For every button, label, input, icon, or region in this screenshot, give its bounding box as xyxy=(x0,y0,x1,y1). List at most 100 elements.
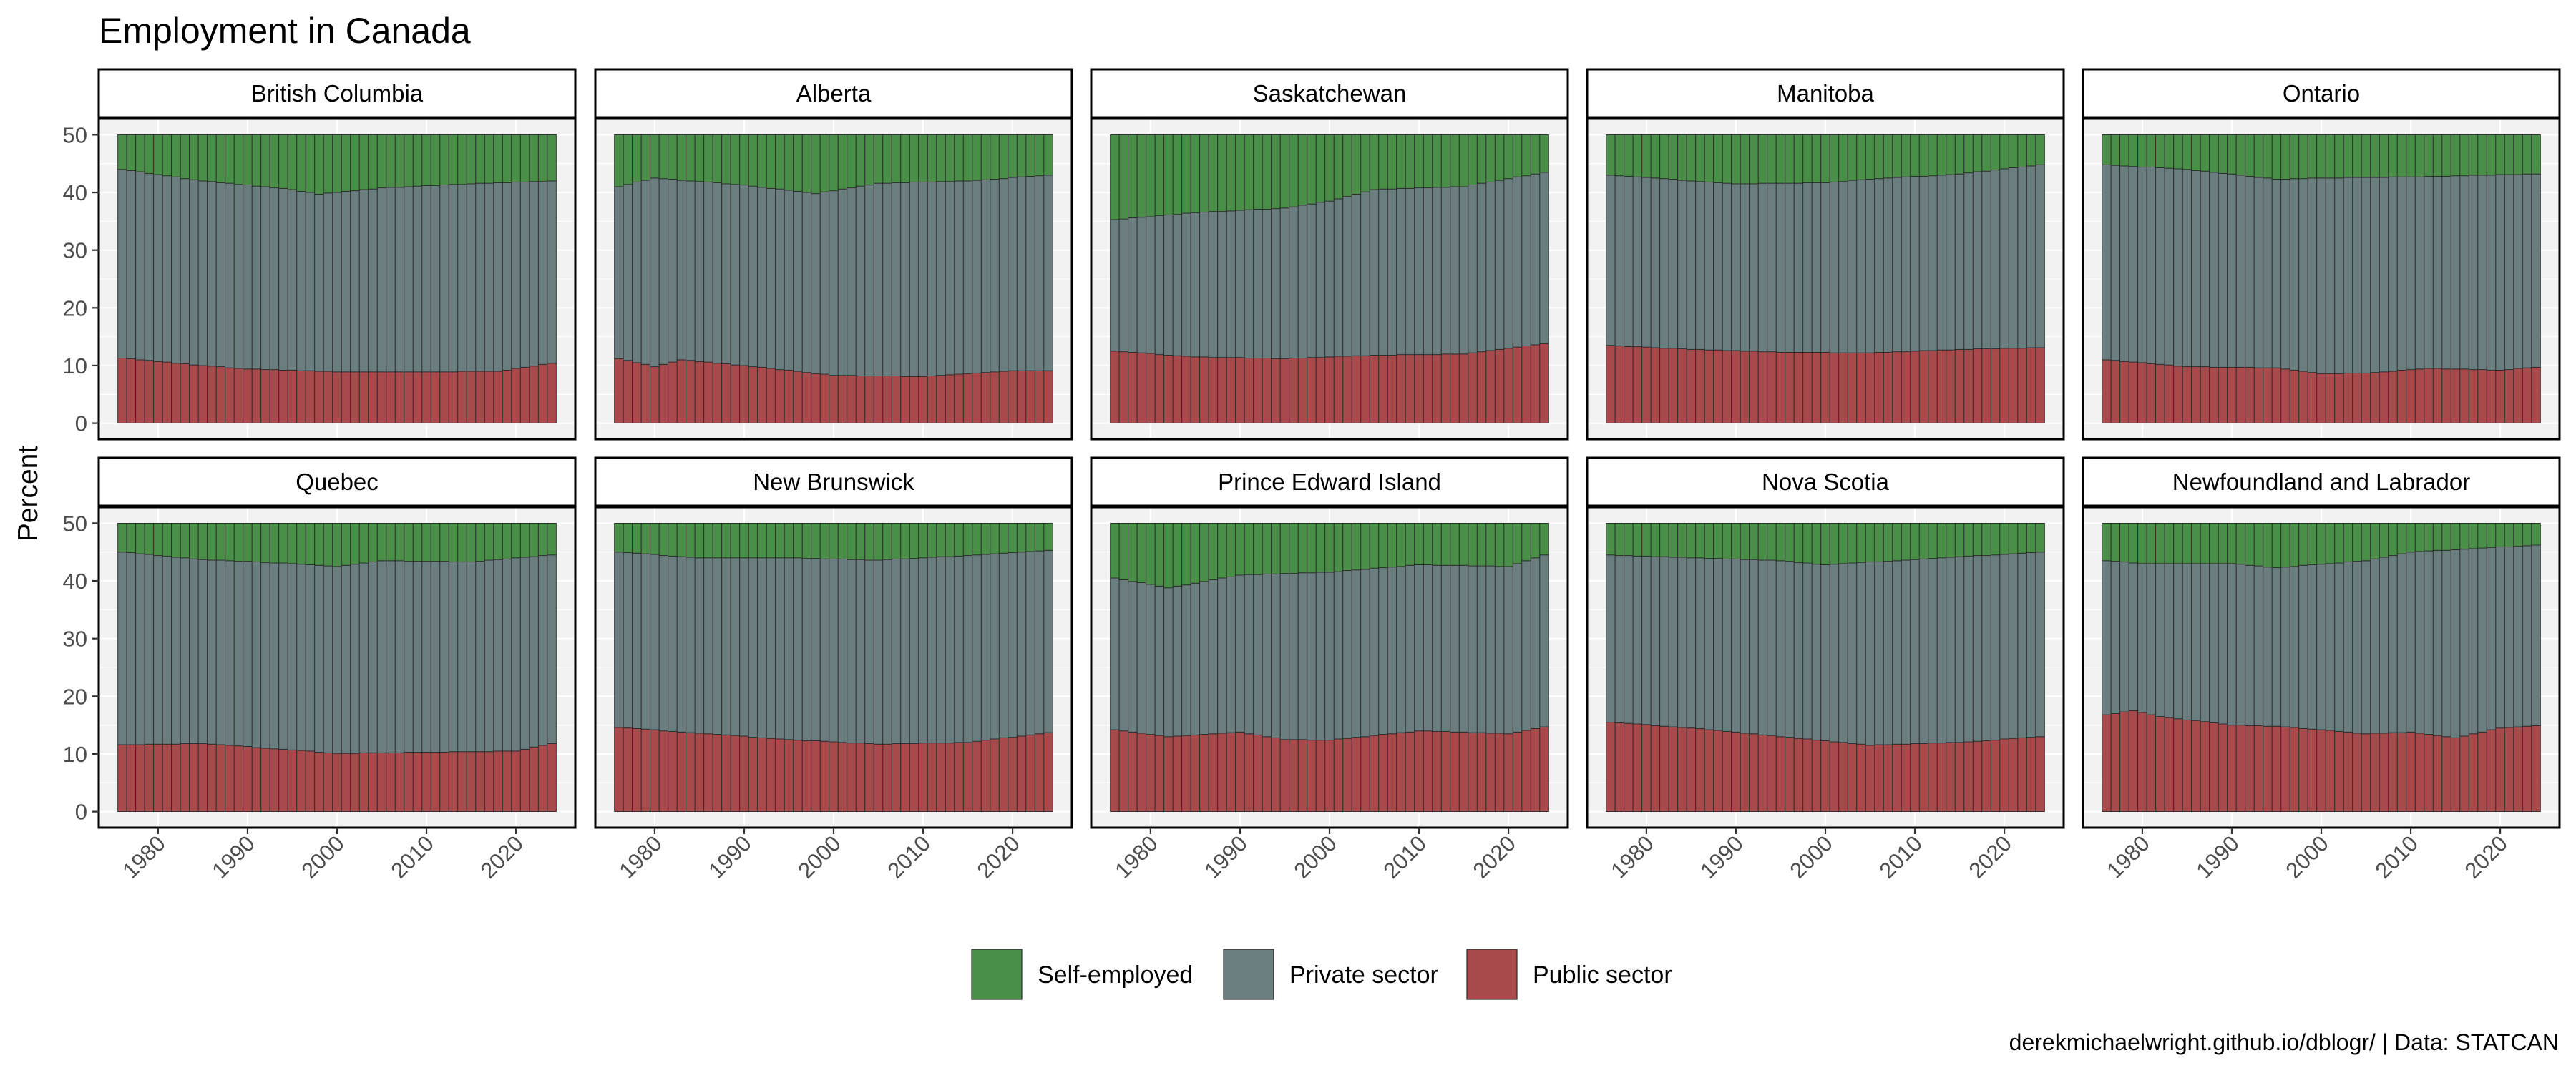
bar-self-employed xyxy=(251,134,262,187)
bar-private-sector xyxy=(1641,177,1652,348)
bar-self-employed xyxy=(412,522,423,562)
bar-self-employed xyxy=(2026,522,2036,553)
facet-strip xyxy=(594,68,1073,119)
bar-private-sector xyxy=(537,181,548,365)
bar-private-sector xyxy=(251,185,262,370)
bar-self-employed xyxy=(1208,522,1219,580)
bar-public-sector xyxy=(766,368,776,424)
bar-private-sector xyxy=(215,182,226,368)
bar-self-employed xyxy=(882,522,892,560)
bar-private-sector xyxy=(1297,205,1308,358)
bar-self-employed xyxy=(1856,134,1866,180)
bar-private-sector xyxy=(1713,558,1723,731)
bar-public-sector xyxy=(287,749,298,813)
bar-public-sector xyxy=(1521,730,1531,813)
bar-private-sector xyxy=(1146,584,1156,735)
bar-public-sector xyxy=(2227,366,2237,424)
bar-self-employed xyxy=(990,522,1000,554)
bar-self-employed xyxy=(668,134,678,180)
bar-self-employed xyxy=(1892,134,1902,178)
bar-public-sector xyxy=(1369,354,1380,424)
bar-self-employed xyxy=(547,522,557,556)
bar-self-employed xyxy=(350,134,360,192)
bar-public-sector xyxy=(2235,366,2246,424)
bar-public-sector xyxy=(2128,361,2139,424)
bar-public-sector xyxy=(269,369,280,424)
bar-public-sector xyxy=(1606,722,1616,813)
bar-public-sector xyxy=(891,743,902,813)
bar-self-employed xyxy=(2298,134,2308,180)
bar-public-sector xyxy=(1146,734,1156,813)
bar-public-sector xyxy=(1008,370,1018,424)
bar-self-employed xyxy=(314,522,324,566)
bar-private-sector xyxy=(2379,557,2389,734)
bar-self-employed xyxy=(757,134,767,188)
bar-public-sector xyxy=(721,734,731,813)
bar-private-sector xyxy=(819,191,830,375)
bar-private-sector xyxy=(502,558,512,752)
bar-public-sector xyxy=(2379,733,2389,813)
bar-self-employed xyxy=(153,134,163,175)
panel-border xyxy=(1090,117,1569,441)
bar-private-sector xyxy=(1163,587,1174,738)
bar-public-sector xyxy=(1695,348,1705,424)
bar-self-employed xyxy=(404,134,414,187)
bar-public-sector xyxy=(1892,351,1902,424)
y-tick-label: 30 xyxy=(63,627,87,652)
bar-self-employed xyxy=(1146,134,1156,217)
bar-self-employed xyxy=(1315,522,1326,573)
bar-public-sector xyxy=(855,743,866,813)
bar-self-employed xyxy=(1883,134,1893,179)
bar-public-sector xyxy=(1865,352,1875,424)
bar-public-sector xyxy=(135,359,145,424)
bar-self-employed xyxy=(1289,522,1299,574)
bar-public-sector xyxy=(1226,357,1236,424)
bar-self-employed xyxy=(2522,522,2532,547)
bar-public-sector xyxy=(484,751,494,813)
bar-self-employed xyxy=(1450,134,1460,187)
bar-private-sector xyxy=(1650,177,1661,348)
bar-public-sector xyxy=(1722,350,1732,424)
bar-private-sector xyxy=(1432,187,1442,356)
bar-self-employed xyxy=(323,522,333,567)
bar-private-sector xyxy=(1972,555,1983,742)
bar-self-employed xyxy=(341,134,351,192)
bar-public-sector xyxy=(1606,345,1616,424)
bar-self-employed xyxy=(2245,522,2255,566)
bar-self-employed xyxy=(1521,134,1531,177)
bar-self-employed xyxy=(287,522,298,564)
bar-self-employed xyxy=(2017,522,2027,554)
bar-public-sector xyxy=(412,371,423,424)
bar-private-sector xyxy=(1043,549,1053,733)
bar-public-sector xyxy=(1928,350,1938,424)
bar-public-sector xyxy=(439,371,449,424)
bar-self-employed xyxy=(748,134,758,187)
bar-private-sector xyxy=(1641,555,1652,725)
bar-private-sector xyxy=(251,561,262,748)
bar-self-employed xyxy=(2182,134,2192,170)
bar-private-sector xyxy=(1632,176,1643,347)
bar-public-sector xyxy=(900,376,910,424)
bar-private-sector xyxy=(2017,167,2027,349)
bar-self-employed xyxy=(430,134,441,186)
bar-self-employed xyxy=(1172,522,1183,587)
bar-private-sector xyxy=(1440,187,1451,355)
bar-self-employed xyxy=(1901,522,1911,561)
bar-private-sector xyxy=(2334,177,2344,374)
bar-private-sector xyxy=(2316,564,2326,730)
bar-private-sector xyxy=(829,190,839,376)
bar-self-employed xyxy=(180,134,190,180)
bar-private-sector xyxy=(1342,196,1352,357)
bar-self-employed xyxy=(909,134,919,182)
bar-private-sector xyxy=(2110,165,2121,361)
bar-self-employed xyxy=(2307,522,2318,565)
bar-private-sector xyxy=(2137,563,2147,713)
bar-self-employed xyxy=(1972,522,1983,557)
bar-self-employed xyxy=(519,134,530,182)
bar-self-employed xyxy=(2343,134,2353,178)
bar-self-employed xyxy=(207,522,217,561)
bar-private-sector xyxy=(457,561,467,753)
bar-private-sector xyxy=(1713,182,1723,351)
bar-private-sector xyxy=(296,190,306,371)
bar-private-sector xyxy=(2450,549,2461,738)
